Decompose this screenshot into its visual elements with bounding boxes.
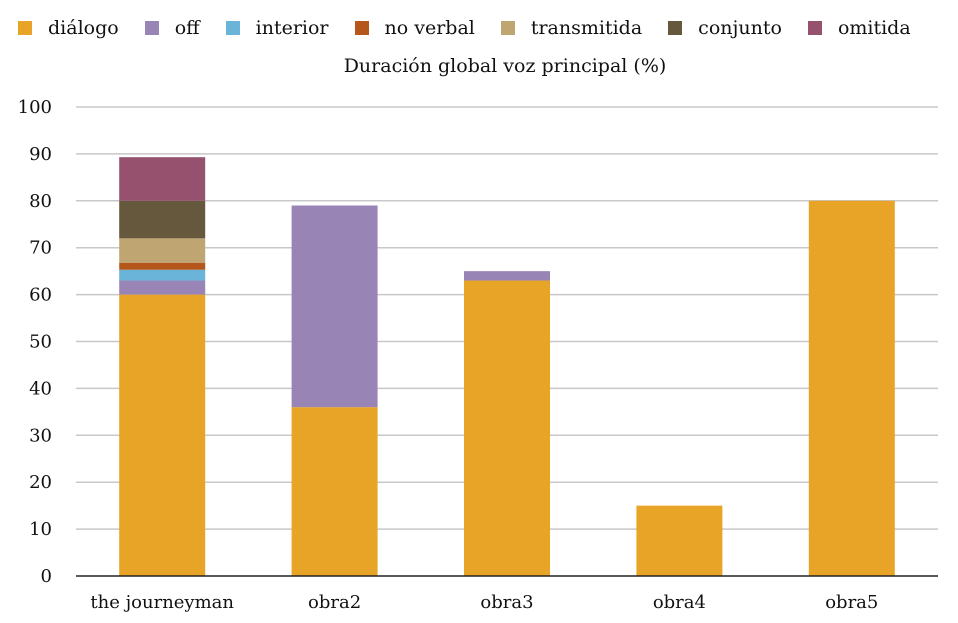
bar-segment bbox=[119, 262, 206, 270]
x-tick-label: obra3 bbox=[480, 592, 533, 613]
legend-item: interior bbox=[225, 17, 329, 39]
x-tick-label: obra4 bbox=[653, 592, 706, 613]
bar-segment bbox=[119, 200, 206, 239]
legend-item: no verbal bbox=[354, 17, 475, 39]
y-tick-label: 60 bbox=[29, 285, 52, 306]
bar-segment bbox=[119, 269, 206, 281]
legend-label: omitida bbox=[837, 17, 911, 39]
legend-swatch bbox=[354, 21, 369, 35]
x-tick-label: obra2 bbox=[308, 592, 361, 613]
bar-segment bbox=[291, 205, 378, 408]
chart-legend: diálogo off interior no verbal transmitida co… bbox=[18, 14, 948, 42]
legend-label: conjunto bbox=[698, 17, 782, 39]
y-tick-label: 70 bbox=[29, 238, 52, 259]
legend-label: diálogo bbox=[48, 17, 119, 39]
legend-label: off bbox=[174, 17, 200, 39]
y-tick-label: 100 bbox=[18, 97, 52, 118]
bar-segment bbox=[119, 157, 206, 201]
chart-title: Duración global voz principal (%) bbox=[343, 55, 667, 77]
y-tick-label: 50 bbox=[29, 332, 52, 353]
legend-swatch bbox=[225, 21, 240, 35]
y-tick-label: 80 bbox=[29, 191, 52, 212]
bar-segment bbox=[808, 200, 895, 577]
bar-segment bbox=[119, 280, 206, 295]
y-tick-label: 0 bbox=[41, 566, 52, 587]
y-tick-label: 10 bbox=[29, 519, 52, 540]
x-tick-label: the journeyman bbox=[90, 592, 234, 613]
bar-segment bbox=[464, 280, 550, 576]
legend-item: conjunto bbox=[668, 17, 782, 39]
y-tick-label: 30 bbox=[29, 425, 52, 446]
legend-item: transmitida bbox=[500, 17, 643, 39]
legend-item: diálogo bbox=[18, 17, 119, 39]
bar-segment bbox=[119, 238, 206, 263]
legend-label: transmitida bbox=[530, 17, 643, 39]
legend-swatch bbox=[807, 21, 822, 35]
legend-swatch bbox=[500, 21, 515, 35]
legend-item: off bbox=[144, 17, 200, 39]
bar-segment bbox=[291, 407, 378, 576]
x-tick-label: obra5 bbox=[825, 592, 878, 613]
y-tick-label: 20 bbox=[29, 472, 52, 493]
bar-segment bbox=[464, 271, 550, 281]
legend-label: interior bbox=[255, 17, 329, 39]
legend-item: omitida bbox=[807, 17, 911, 39]
legend-swatch bbox=[668, 21, 683, 35]
legend-swatch bbox=[18, 21, 32, 35]
legend-swatch bbox=[144, 21, 159, 35]
bar-segment bbox=[636, 505, 723, 576]
bar-segment bbox=[119, 294, 206, 576]
y-tick-label: 40 bbox=[29, 378, 52, 399]
legend-label: no verbal bbox=[384, 17, 475, 39]
y-tick-label: 90 bbox=[29, 144, 52, 165]
